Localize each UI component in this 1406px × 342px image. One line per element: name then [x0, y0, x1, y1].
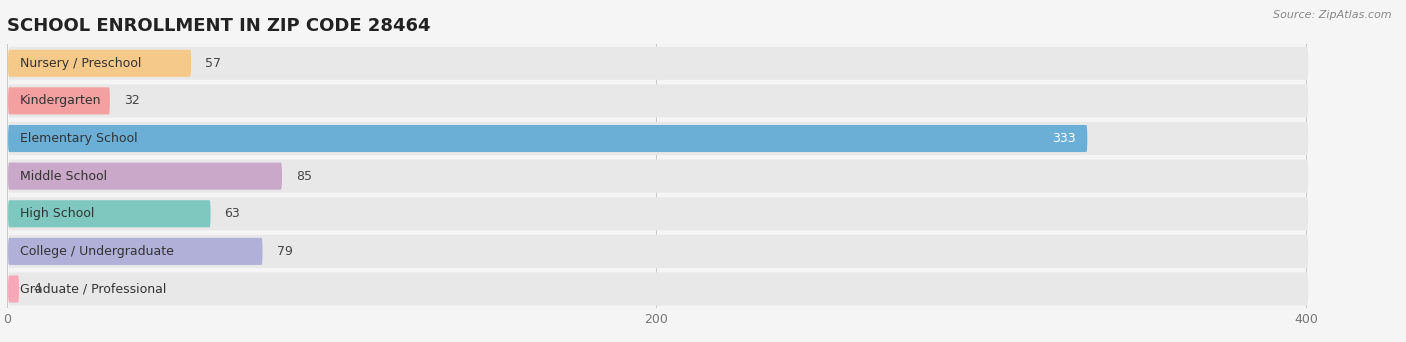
Text: College / Undergraduate: College / Undergraduate [20, 245, 174, 258]
Text: SCHOOL ENROLLMENT IN ZIP CODE 28464: SCHOOL ENROLLMENT IN ZIP CODE 28464 [7, 16, 430, 35]
FancyBboxPatch shape [8, 162, 283, 190]
Text: 63: 63 [225, 207, 240, 220]
Text: 57: 57 [205, 57, 221, 70]
FancyBboxPatch shape [8, 160, 1308, 193]
Text: 333: 333 [1052, 132, 1076, 145]
Text: Kindergarten: Kindergarten [20, 94, 101, 107]
FancyBboxPatch shape [8, 125, 1087, 152]
FancyBboxPatch shape [8, 197, 1308, 230]
FancyBboxPatch shape [8, 84, 1308, 117]
FancyBboxPatch shape [8, 87, 110, 115]
Text: 85: 85 [297, 170, 312, 183]
FancyBboxPatch shape [8, 235, 1308, 268]
FancyBboxPatch shape [8, 275, 18, 303]
FancyBboxPatch shape [8, 273, 1308, 305]
FancyBboxPatch shape [8, 200, 211, 227]
FancyBboxPatch shape [8, 50, 191, 77]
Text: 79: 79 [277, 245, 292, 258]
FancyBboxPatch shape [8, 122, 1308, 155]
Text: Middle School: Middle School [20, 170, 107, 183]
Text: High School: High School [20, 207, 94, 220]
FancyBboxPatch shape [8, 47, 1308, 80]
Text: Graduate / Professional: Graduate / Professional [20, 282, 166, 295]
Text: Nursery / Preschool: Nursery / Preschool [20, 57, 142, 70]
Text: 4: 4 [32, 282, 41, 295]
Text: 32: 32 [124, 94, 139, 107]
FancyBboxPatch shape [8, 238, 263, 265]
Text: Elementary School: Elementary School [20, 132, 138, 145]
Text: Source: ZipAtlas.com: Source: ZipAtlas.com [1274, 10, 1392, 20]
